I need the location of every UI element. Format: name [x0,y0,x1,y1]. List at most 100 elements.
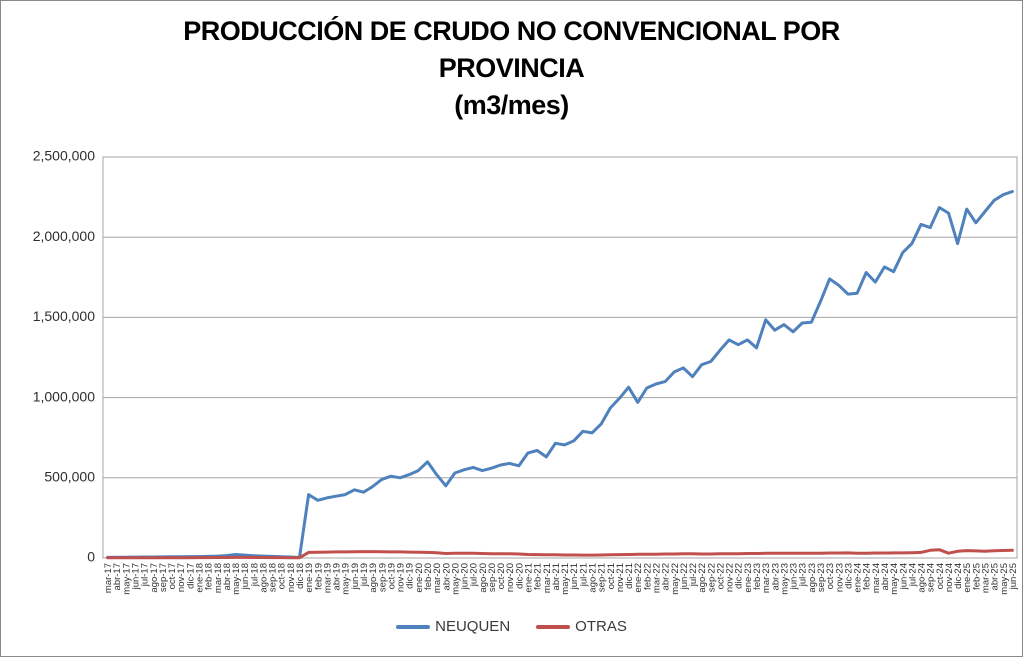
x-tick-label: oct-18 [277,563,288,589]
x-tick-label: mar-19 [322,563,333,593]
neuquen-line-swatch [396,624,431,629]
x-tick-label: ene-25 [962,563,973,593]
x-tick-label: jul-21 [578,563,589,587]
x-tick-label: sep-18 [268,563,279,592]
x-tick-label: feb-25 [971,563,982,590]
x-tick-label: ago-19 [368,563,379,593]
chart-title-line-3: (m3/mes) [454,90,569,120]
x-tick-label: feb-19 [313,563,324,590]
x-tick-label: ago-23 [807,563,818,593]
legend-item-neuquen: NEUQUEN [396,618,510,635]
chart-title-line-2: PROVINCIA [438,53,585,83]
x-tick-label: may-22 [670,563,681,595]
x-tick-label: ago-22 [697,563,708,593]
x-tick-label: jun-18 [240,563,251,590]
x-tick-label: jul-22 [688,563,699,587]
x-tick-label: mar-23 [761,563,772,593]
x-tick-label: dic-17 [185,563,196,589]
x-tick-label: abr-23 [770,563,781,590]
x-tick-label: oct-21 [606,563,617,589]
x-tick-label: sep-23 [816,563,827,592]
x-tick-label: sep-24 [926,563,937,592]
x-tick-label: sep-22 [706,563,717,592]
x-tick-label: jul-19 [359,563,370,587]
x-tick-label: may-18 [231,563,242,595]
x-tick-label: jun-19 [350,563,361,590]
plot-border [102,156,1018,559]
legend-label-neuquen: NEUQUEN [435,618,511,635]
x-tick-label: ene-23 [743,563,754,593]
x-tick-label: mar-24 [871,563,882,593]
x-tick-label: oct-22 [715,563,726,589]
x-tick-label: ene-19 [304,563,315,593]
y-tick-label: 0 [87,549,95,565]
x-tick-label: dic-21 [624,563,635,589]
x-tick-label: dic-23 [843,563,854,589]
x-tick-label: sep-17 [158,563,169,592]
x-tick-label: may-21 [560,563,571,595]
x-tick-label: ene-22 [633,563,644,593]
x-tick-label: may-17 [121,563,132,595]
x-tick-label: oct-20 [496,563,507,589]
x-tick-label: jun-25 [1008,563,1019,590]
x-tick-label: may-20 [450,563,461,595]
x-tick-label: oct-23 [825,563,836,589]
x-tick-label: nov-18 [286,563,297,592]
y-tick-label: 2,500,000 [33,148,95,164]
x-tick-label: oct-19 [386,563,397,589]
x-tick-label: abr-18 [222,563,233,590]
x-tick-label: dic-19 [405,563,416,589]
x-tick-label: ene-21 [524,563,535,593]
x-tick-label: mar-17 [103,563,114,593]
y-tick-label: 1,500,000 [33,308,95,324]
x-tick-label: jul-20 [469,563,480,587]
chart-title: PRODUCCIÓN DE CRUDO NO CONVENCIONAL POR … [1,13,1022,124]
x-tick-label: nov-17 [176,563,187,592]
x-tick-label: ene-20 [414,563,425,593]
x-tick-label: feb-23 [752,563,763,590]
x-tick-label: mar-21 [542,563,553,593]
x-tick-label: feb-20 [423,563,434,590]
x-tick-label: sep-21 [597,563,608,592]
x-tick-label: ene-18 [194,563,205,593]
x-tick-label: ago-17 [149,563,160,593]
x-tick-label: jun-22 [679,563,690,590]
x-tick-label: may-19 [341,563,352,595]
x-tick-label: abr-19 [332,563,343,590]
x-tick-label: may-23 [779,563,790,595]
x-tick-label: feb-18 [204,563,215,590]
x-tick-label: abr-25 [990,563,1001,590]
x-tick-label: dic-22 [734,563,745,589]
x-tick-label: nov-22 [725,563,736,592]
x-tick-label: feb-22 [642,563,653,590]
x-tick-label: jun-23 [789,563,800,590]
x-tick-label: dic-18 [295,563,306,589]
x-tick-label: oct-17 [167,563,178,589]
x-tick-label: jun-17 [130,563,141,590]
x-tick-label: sep-20 [487,563,498,592]
x-tick-label: mar-22 [651,563,662,593]
x-tick-label: nov-23 [834,563,845,592]
x-tick-label: jun-24 [898,563,909,590]
x-tick-label: dic-24 [953,563,964,589]
series-line-otras [106,548,1014,560]
x-tick-label: mar-25 [981,563,992,593]
x-tick-label: jul-17 [140,563,151,587]
y-tick-label: 500,000 [44,469,95,485]
x-tick-label: ene-24 [853,563,864,593]
chart-legend: NEUQUEN OTRAS [1,618,1022,635]
x-tick-label: ago-20 [478,563,489,593]
x-tick-label: may-24 [889,563,900,595]
series-line-neuquen [106,190,1014,559]
x-tick-label: jul-18 [249,563,260,587]
x-tick-label: mar-20 [432,563,443,593]
x-tick-label: sep-19 [377,563,388,592]
x-tick-label: nov-19 [396,563,407,592]
x-tick-label: abr-20 [441,563,452,590]
legend-label-otras: OTRAS [575,618,627,635]
x-tick-label: ago-18 [258,563,269,593]
x-tick-label: abr-21 [551,563,562,590]
x-tick-label: dic-20 [514,563,525,589]
